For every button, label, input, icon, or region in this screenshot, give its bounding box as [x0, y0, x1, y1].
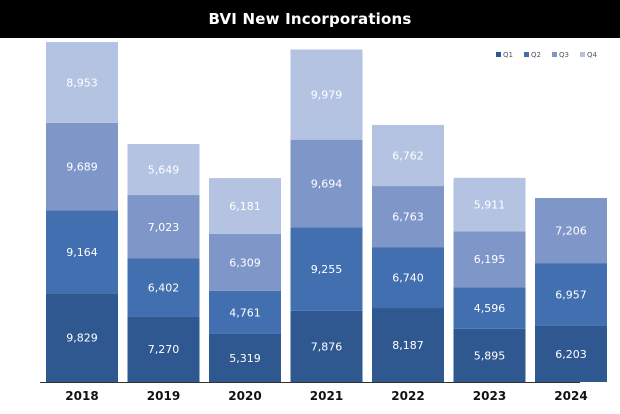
bar-segment-2018-q1	[46, 293, 118, 382]
data-label-2021-q3: 9,694	[311, 177, 343, 190]
x-axis-labels: 2018 2019 2020 2021 2022 2023 2024	[65, 389, 587, 403]
data-label-2024-q1: 6,203	[555, 348, 587, 361]
x-tick-label-2018: 2018	[65, 389, 98, 403]
x-tick-label-2024: 2024	[554, 389, 587, 403]
legend-label-q2: Q2	[531, 51, 541, 59]
stacked-bar-chart: 9,829 9,164 9,689 8,953 7,270 6,402 7,023 5,649…	[40, 42, 607, 403]
bar-segment-2019-q2	[127, 258, 200, 317]
bar-segment-2018-q4	[46, 42, 118, 123]
bar-segment-2022-q2	[372, 247, 444, 309]
data-label-2022-q1: 8,187	[392, 339, 424, 352]
bar-segment-2020-q4	[209, 178, 281, 234]
legend-swatch-q4	[580, 52, 585, 57]
legend-swatch-q3	[552, 52, 557, 57]
bar-segment-2021-q2	[290, 227, 363, 311]
data-label-2020-q1: 5,319	[229, 352, 261, 365]
bar-segment-2019-q4	[127, 144, 200, 196]
data-label-2023-q2: 4,596	[474, 302, 506, 315]
legend-label-q3: Q3	[559, 51, 569, 59]
bar-segment-2024-q2	[535, 263, 607, 326]
data-label-2020-q2: 4,761	[229, 306, 261, 319]
legend: Q1 Q2 Q3 Q4	[496, 51, 598, 59]
bar-segment-2020-q2	[209, 290, 281, 334]
bar-segment-2018-q2	[46, 210, 118, 294]
bar-segment-2019-q1	[127, 316, 200, 382]
bar-segment-2021-q4	[290, 49, 363, 140]
data-label-2020-q3: 6,309	[229, 256, 261, 269]
bar-segment-2024-q1	[535, 325, 607, 382]
legend-swatch-q1	[496, 52, 501, 57]
data-label-2024-q2: 6,957	[555, 289, 587, 302]
legend-swatch-q2	[524, 52, 529, 57]
bar-segment-2023-q3	[453, 231, 526, 288]
data-label-2023-q1: 5,895	[474, 349, 506, 362]
data-label-2023-q3: 6,195	[474, 253, 506, 266]
data-label-2020-q4: 6,181	[229, 200, 261, 213]
x-tick-label-2023: 2023	[473, 389, 506, 403]
data-label-2018-q3: 9,689	[66, 161, 98, 174]
data-label-2022-q4: 6,762	[392, 150, 424, 163]
data-label-2019-q3: 7,023	[148, 221, 180, 234]
bar-segment-2022-q3	[372, 186, 444, 248]
legend-label-q4: Q4	[587, 51, 598, 59]
chart-title: BVI New Incorporations	[208, 10, 412, 28]
data-label-2022-q3: 6,763	[392, 211, 424, 224]
x-tick-label-2020: 2020	[228, 389, 261, 403]
data-label-2019-q4: 5,649	[148, 164, 180, 177]
chart-header: BVI New Incorporations	[0, 0, 620, 38]
bar-segment-2023-q4	[453, 177, 526, 232]
data-label-2018-q1: 9,829	[66, 332, 98, 345]
data-label-2021-q1: 7,876	[311, 340, 343, 353]
data-label-2024-q3: 7,206	[555, 225, 587, 238]
bar-segment-2023-q1	[453, 328, 526, 382]
data-label-2018-q4: 8,953	[66, 76, 98, 89]
data-label-2023-q4: 5,911	[474, 199, 506, 212]
bar-segment-2022-q1	[372, 308, 444, 382]
bar-segment-2020-q1	[209, 333, 281, 382]
bar-segment-2021-q1	[290, 310, 363, 382]
bar-segment-2019-q3	[127, 195, 200, 259]
bar-segment-2022-q4	[372, 124, 444, 187]
x-tick-label-2019: 2019	[147, 389, 180, 403]
x-tick-label-2021: 2021	[310, 389, 343, 403]
data-label-2019-q2: 6,402	[148, 281, 180, 294]
legend-label-q1: Q1	[503, 51, 513, 59]
bar-segment-2023-q2	[453, 287, 526, 329]
data-label-2021-q2: 9,255	[311, 263, 343, 276]
bar-segment-2018-q3	[46, 122, 118, 211]
data-label-2019-q1: 7,270	[148, 343, 180, 356]
bar-segment-2024-q3	[535, 198, 607, 264]
bar-segment-2020-q3	[209, 233, 281, 291]
data-label-2022-q2: 6,740	[392, 272, 424, 285]
data-label-2018-q2: 9,164	[66, 246, 98, 259]
x-tick-label-2022: 2022	[391, 389, 424, 403]
data-label-2021-q4: 9,979	[311, 89, 343, 102]
bars-layer: 9,829 9,164 9,689 8,953 7,270 6,402 7,023 5,649…	[46, 42, 607, 382]
bar-segment-2021-q3	[290, 139, 363, 228]
